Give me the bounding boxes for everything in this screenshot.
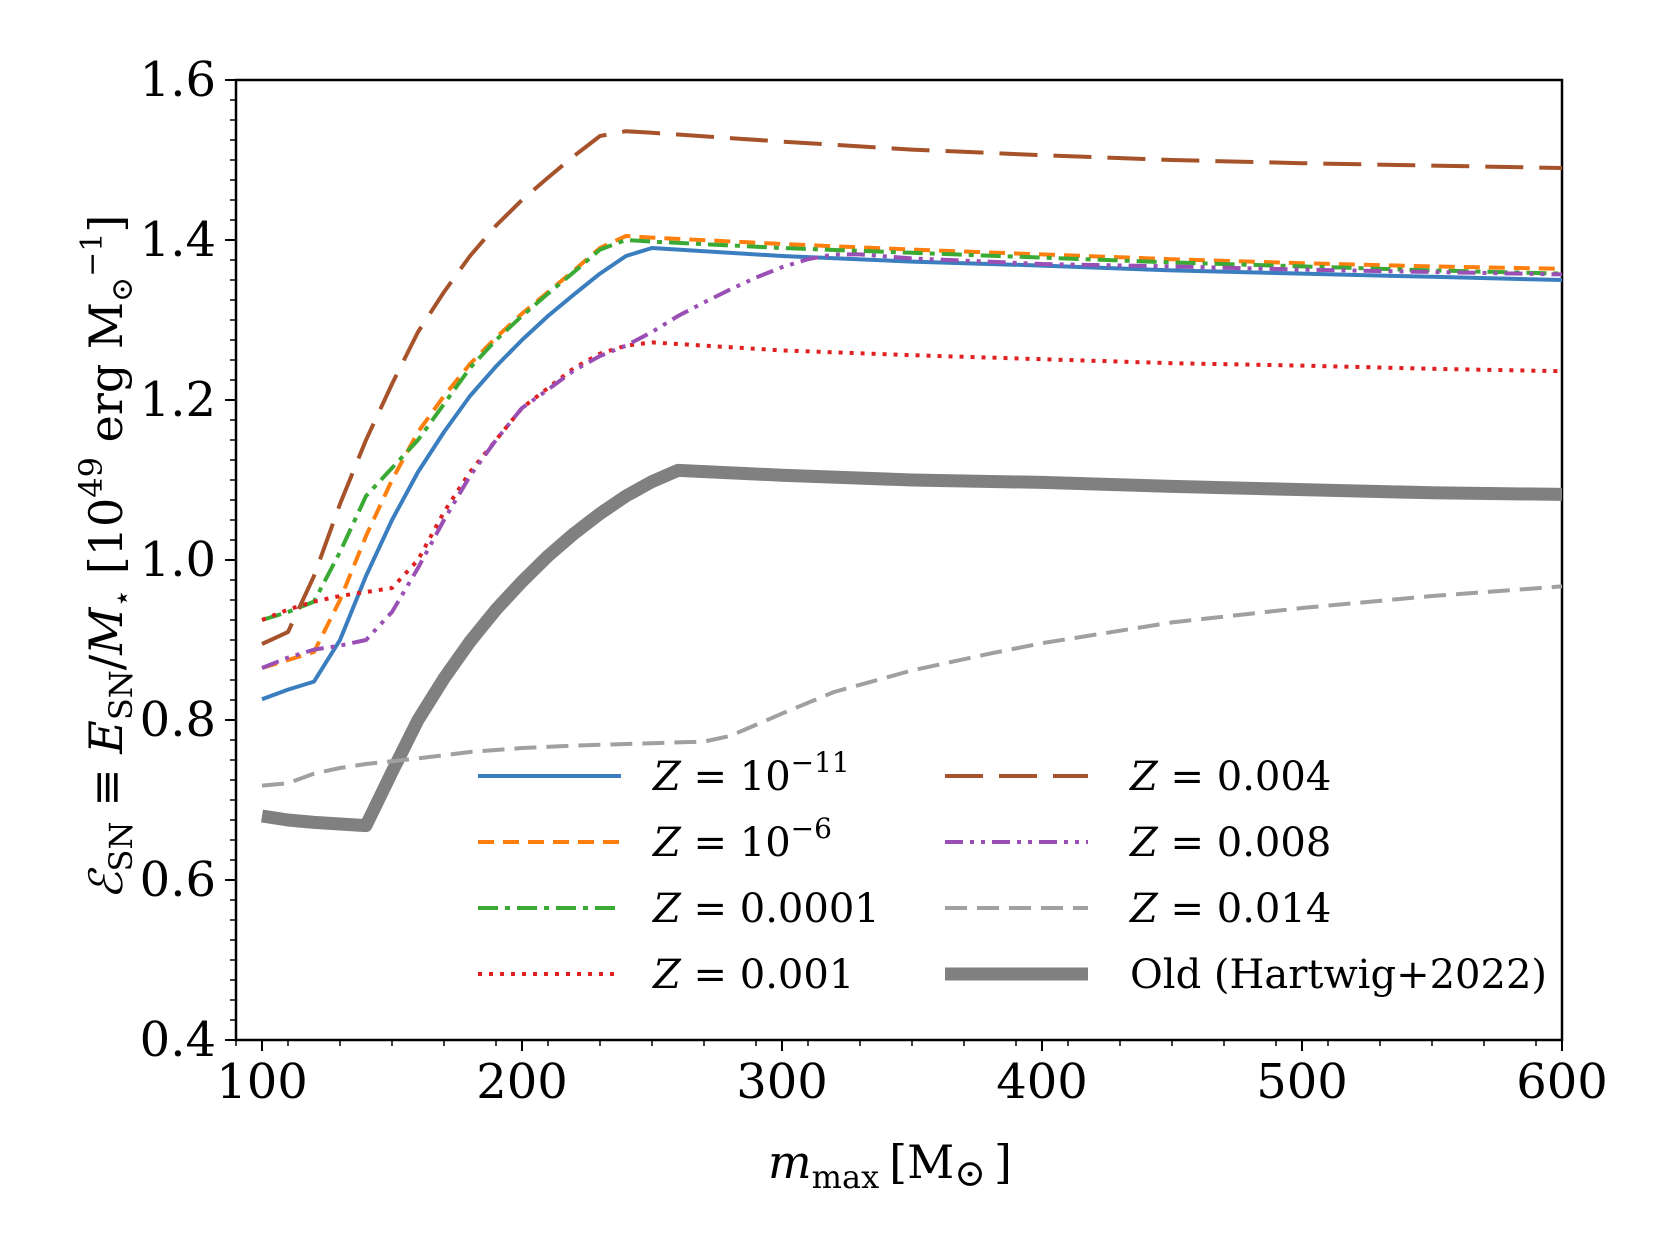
legend-label-5: Z = 0.008 (1128, 820, 1331, 866)
x-tick-label: 300 (736, 1054, 828, 1110)
x-tick-label: 200 (476, 1054, 568, 1110)
y-tick-label: 1.4 (140, 212, 216, 268)
x-axis: 100 200 300 400 500 600 (216, 1040, 1608, 1110)
y-tick-label: 0.6 (140, 852, 216, 908)
legend-label-2: Z = 0.0001 (651, 886, 880, 932)
series-line-0 (261, 246, 1562, 702)
y-tick-label: 1.6 (140, 52, 216, 108)
series-line-3 (261, 340, 1562, 622)
legend-label-7: Old (Hartwig+2022) (1130, 952, 1547, 998)
series-line-2 (261, 238, 1562, 622)
y-axis: 0.4 0.6 0.8 1.0 1.2 1.4 1.6 (140, 52, 236, 1068)
legend-label-4: Z = 0.004 (1128, 754, 1331, 800)
y-tick-label: 1.2 (140, 372, 216, 428)
series-line-7 (261, 463, 1562, 833)
y-tick-label: 1.0 (140, 532, 216, 588)
legend-label-6: Z = 0.014 (1128, 886, 1331, 932)
series-layer (261, 129, 1562, 833)
legend-label-1: Z = 10−6 (651, 812, 832, 866)
y-tick-label: 0.4 (140, 1012, 216, 1068)
series-line-6 (261, 584, 1562, 788)
plot-area: 100 200 300 400 500 600 0.4 0.6 0.8 1.0 1.2 1.4 1.6 (140, 52, 1608, 1110)
axes-frame (234, 78, 1564, 1042)
y-tick-label: 0.8 (140, 692, 216, 748)
legend: Z = 10−11 Z = 10−6 Z = 0.0001 Z = 0.001 Z = … (478, 746, 1547, 998)
x-tick-label: 600 (1516, 1054, 1608, 1110)
series-line-5 (261, 252, 1562, 670)
x-tick-label: 100 (216, 1054, 308, 1110)
series-line-4 (261, 129, 1562, 646)
x-axis-label: mmax [M⊙] (768, 1135, 1012, 1196)
legend-label-0: Z = 10−11 (651, 746, 850, 800)
x-tick-label: 500 (1256, 1054, 1348, 1110)
legend-label-3: Z = 0.001 (651, 952, 854, 998)
y-axis-label: ℰSN ≡ ESN/M⋆ [1049 erg M⊙−1] (72, 215, 140, 900)
x-tick-label: 400 (996, 1054, 1088, 1110)
